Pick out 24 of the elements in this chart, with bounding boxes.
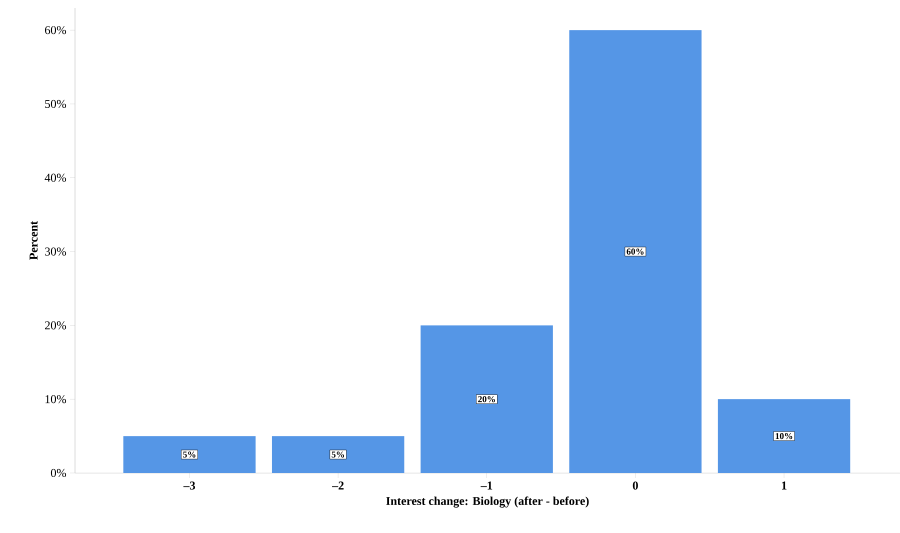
bar <box>272 436 404 473</box>
y-tick-label: 30% <box>45 247 66 256</box>
y-tick-label: 20% <box>45 321 66 330</box>
x-tick-label: –3 <box>183 482 196 490</box>
data-label: 10% <box>776 433 792 440</box>
bar <box>123 436 256 473</box>
y-tick-label: 50% <box>45 100 66 108</box>
bar <box>569 30 702 473</box>
y-axis-title: Percent <box>30 221 38 260</box>
data-label: 20% <box>478 396 495 402</box>
x-tick-label: –1 <box>480 482 492 490</box>
data-label: 5% <box>183 451 196 458</box>
data-label: 5% <box>332 451 344 458</box>
data-label: 60% <box>626 248 644 255</box>
y-tick-label: 60% <box>45 26 66 34</box>
bar <box>420 325 553 473</box>
x-tick-label: –2 <box>332 482 344 490</box>
x-tick-label: 1 <box>782 482 786 490</box>
bar <box>718 399 850 473</box>
x-tick-label: 0 <box>632 482 638 490</box>
y-tick-label: 10% <box>46 395 66 404</box>
y-tick-label: 40% <box>44 174 66 182</box>
y-tick-label: 0% <box>50 468 66 478</box>
x-axis-title: Interest change: Biology (after - before) <box>386 496 589 508</box>
